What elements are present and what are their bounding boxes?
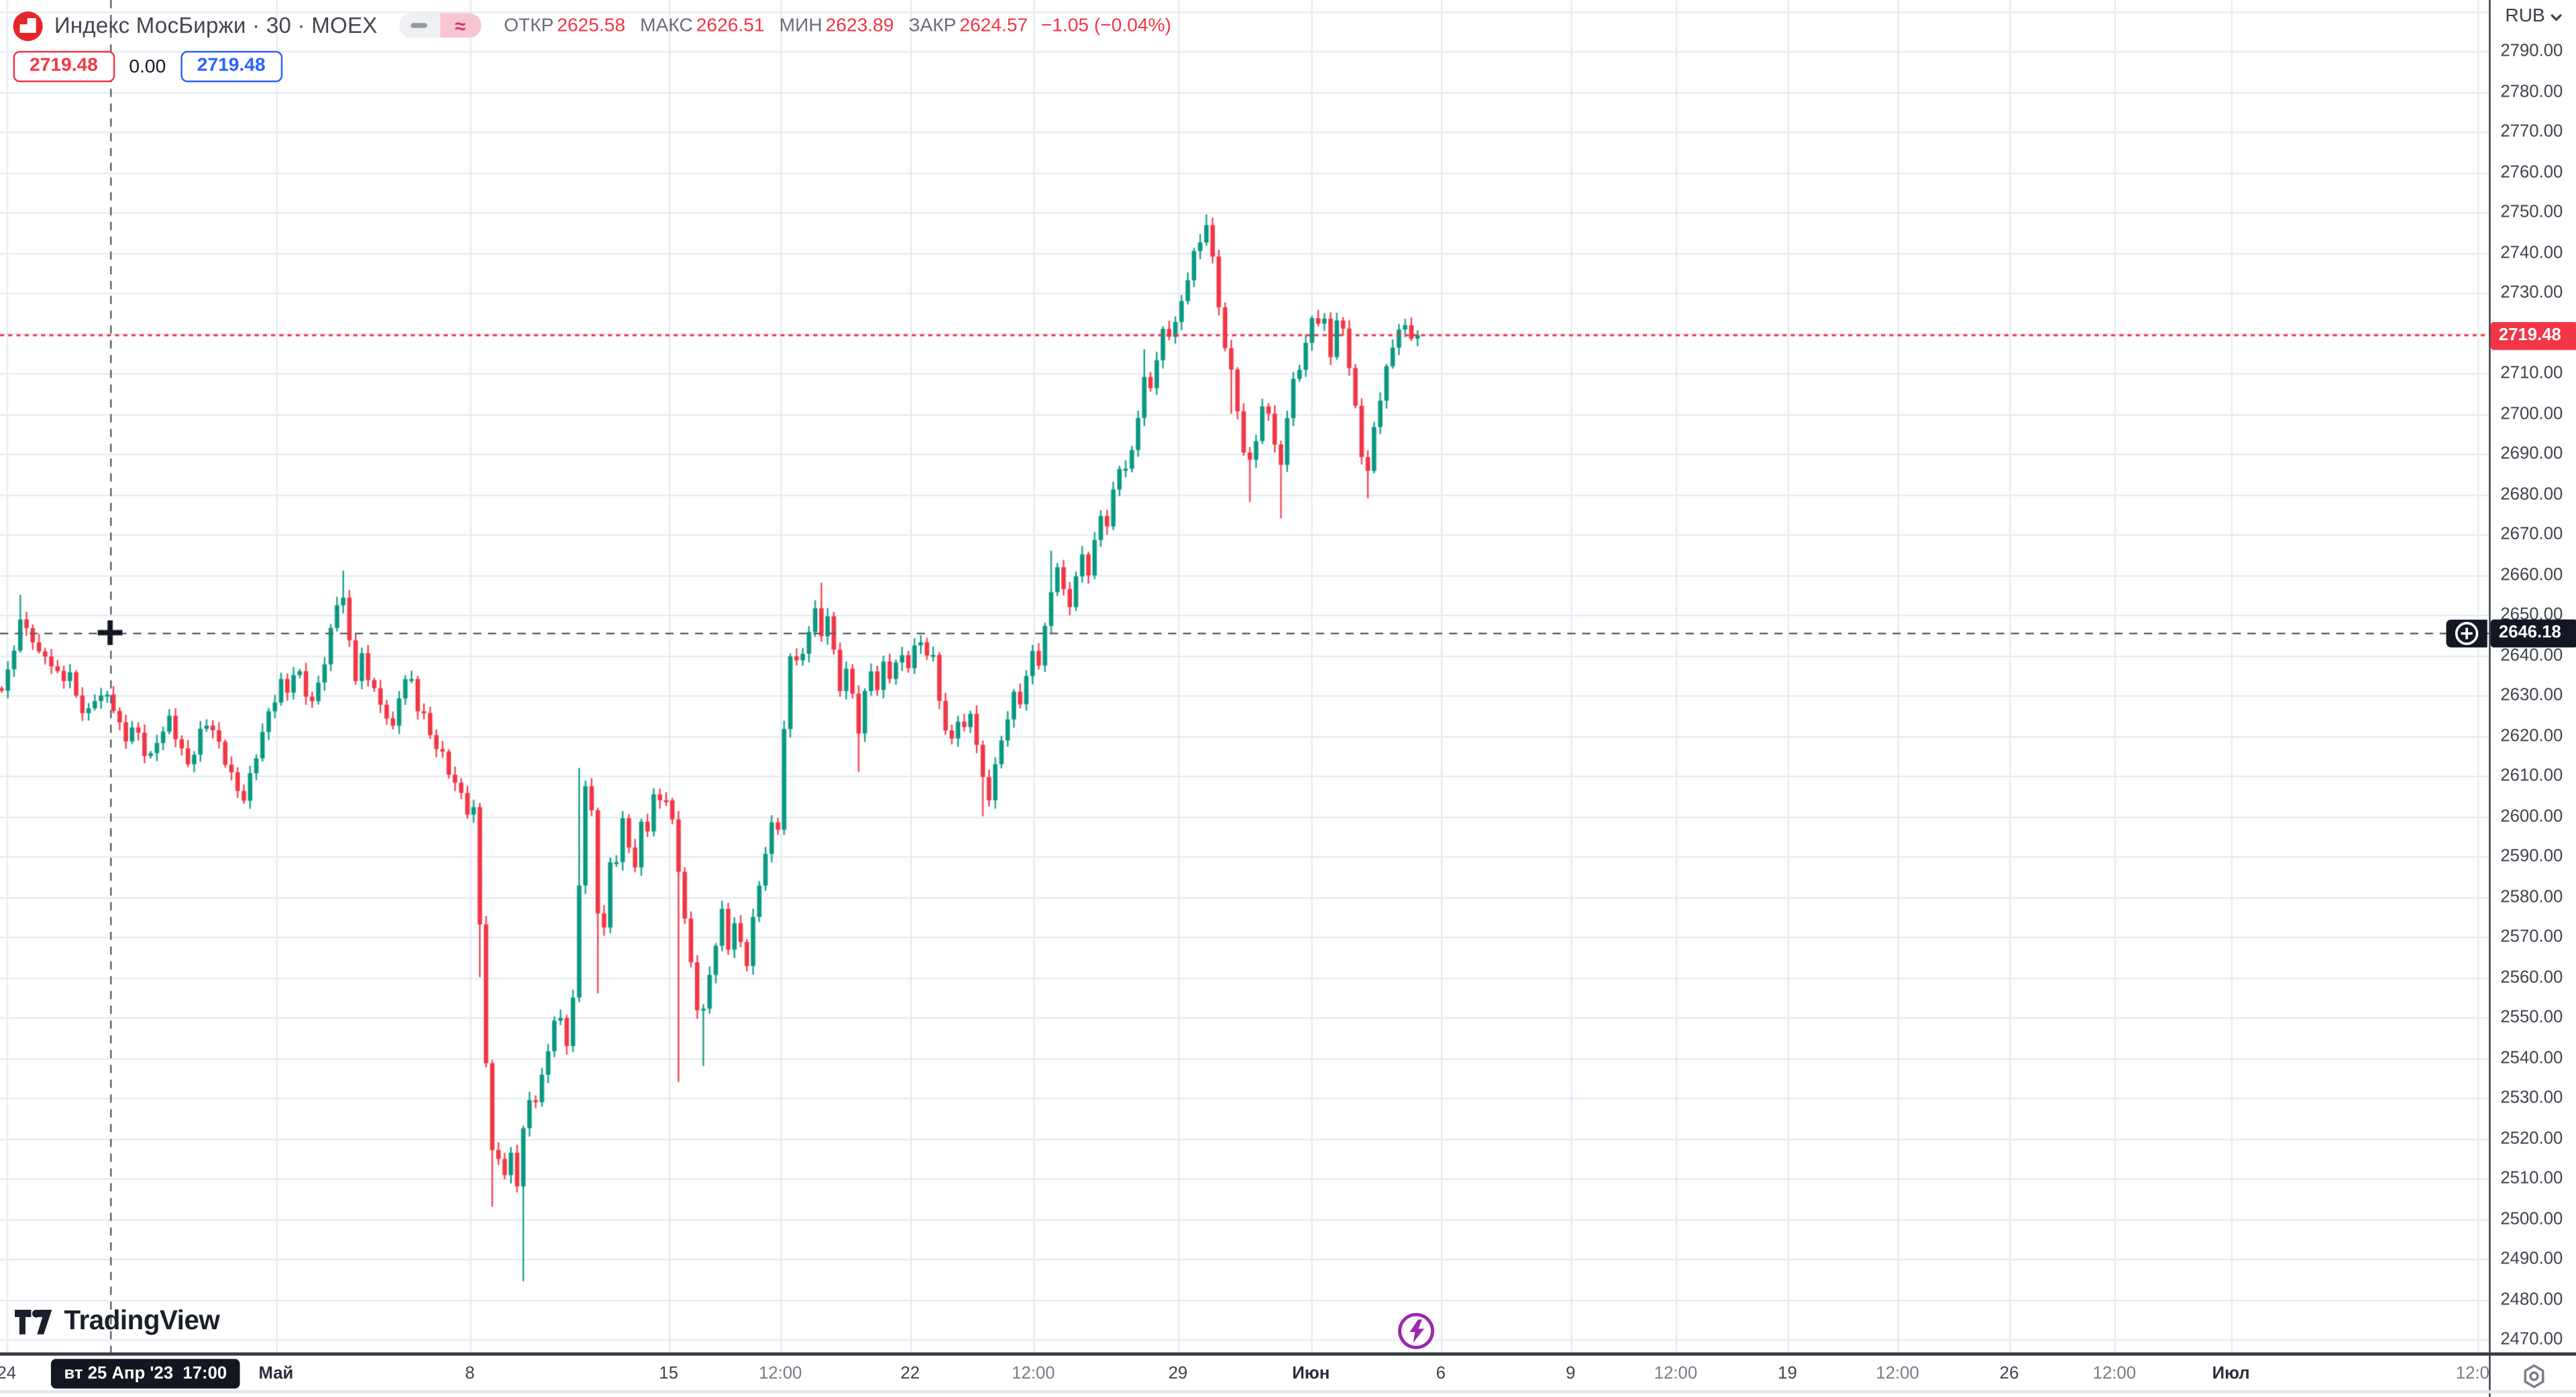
price-axis-label: 2770.00 [2500, 121, 2563, 142]
time-axis-label: 26 [1999, 1363, 2019, 1384]
price-axis-label: 2560.00 [2500, 967, 2563, 988]
spread-value: 0.00 [129, 56, 166, 76]
price-axis-label: 2580.00 [2500, 886, 2563, 907]
open-label: ОТКР [504, 15, 554, 36]
price-axis-label: 2530.00 [2500, 1088, 2563, 1108]
crosshair-date-tooltip: вт 25 Апр '23 17:00 [50, 1359, 240, 1389]
price-axis-label: 2780.00 [2500, 81, 2563, 102]
high-value: 2626.51 [696, 15, 765, 36]
time-axis-label: 9 [1566, 1363, 1576, 1384]
price-axis-label: 2520.00 [2500, 1128, 2563, 1149]
time-axis-label: 24 [0, 1363, 17, 1384]
price-axis-label: 2760.00 [2500, 162, 2563, 183]
high-label: МАКС [640, 15, 693, 36]
time-axis-label: Июн [1292, 1363, 1330, 1384]
ohlc-readout: ОТКР 2625.58 МАКС 2626.51 МИН 2623.89 ЗАКР 2… [504, 15, 1171, 35]
time-axis-label: 29 [1168, 1363, 1188, 1384]
price-axis-label: 2730.00 [2500, 282, 2563, 303]
chart-legend: Индекс МосБиржи · 30 · MOEX ≈ ОТКР 2625.5… [13, 10, 1171, 83]
price-axis-label: 2590.00 [2500, 846, 2563, 867]
price-axis-label: 2570.00 [2500, 927, 2563, 947]
chevron-down-icon [2551, 13, 2563, 21]
chart-pane: Индекс МосБиржи · 30 · MOEX ≈ ОТКР 2625.5… [0, 0, 2489, 1353]
price-axis-label: 2510.00 [2500, 1168, 2563, 1189]
minus-icon [411, 22, 428, 29]
gear-icon [2524, 1364, 2544, 1388]
close-label: ЗАКР [908, 15, 957, 36]
symbol-title[interactable]: Индекс МосБиржи · 30 · MOEX [54, 13, 378, 38]
price-axis-label: 2680.00 [2500, 484, 2563, 505]
crosshair-price-badge: 2646.18 [2490, 619, 2576, 647]
ask-price-box[interactable]: 2719.48 [180, 50, 282, 83]
price-axis-label: 2670.00 [2500, 524, 2563, 545]
legend-row-main: Индекс МосБиржи · 30 · MOEX ≈ ОТКР 2625.5… [13, 10, 1171, 42]
time-axis-label: 15 [659, 1363, 679, 1384]
bar-style-toggle-button[interactable] [398, 13, 440, 38]
candlestick-chart-canvas[interactable] [0, 0, 2489, 1353]
tradingview-logo-icon [15, 1308, 52, 1334]
currency-selector[interactable]: RUB [2491, 7, 2576, 26]
price-axis-label: 2540.00 [2500, 1047, 2563, 1068]
price-axis-label: 2490.00 [2500, 1249, 2563, 1270]
price-axis-label: 2470.00 [2500, 1329, 2563, 1350]
price-axis-label: 2690.00 [2500, 444, 2563, 464]
open-value: 2625.58 [557, 15, 626, 36]
time-axis-label: 12:00 [1012, 1363, 1055, 1384]
price-axis-label: 2630.00 [2500, 685, 2563, 706]
axis-settings-corner[interactable] [2489, 1352, 2576, 1397]
circled-plus-icon [2455, 621, 2479, 645]
currency-label: RUB [2505, 6, 2545, 27]
time-axis-label: 12:00 [2092, 1363, 2137, 1384]
price-axis-label: 2620.00 [2500, 725, 2563, 746]
price-axis-label: 2700.00 [2500, 403, 2563, 424]
price-axis-label: 2610.00 [2500, 766, 2563, 786]
time-axis-label: 6 [1436, 1363, 1446, 1384]
time-axis-label: 19 [1778, 1363, 1797, 1384]
legend-row-prices: 2719.48 0.00 2719.48 [13, 50, 1171, 83]
time-axis-label: 12:00 [1654, 1363, 1698, 1384]
price-axis-label: 2550.00 [2500, 1007, 2563, 1028]
price-axis[interactable]: RUB 2790.00 2780.00 2770.00 2760.00 2750.00 2… [2489, 0, 2576, 1353]
close-value: 2624.57 [959, 15, 1028, 36]
low-value: 2623.89 [825, 15, 894, 36]
price-axis-label: 2710.00 [2500, 363, 2563, 384]
time-axis-label: 22 [900, 1363, 920, 1384]
time-axis-label: 12:00 [1876, 1363, 1919, 1384]
change-value: −1.05 (−0.04%) [1040, 15, 1171, 36]
lightning-icon [1409, 1319, 1424, 1343]
crosshair-plus-button[interactable] [2446, 619, 2487, 648]
bottom-divider [0, 1390, 2576, 1394]
last-price-badge: 2719.48 [2490, 321, 2576, 350]
legend-toggle-pill: ≈ [398, 13, 481, 38]
price-axis-label: 2480.00 [2500, 1289, 2563, 1310]
time-axis-label: Июл [2212, 1363, 2250, 1384]
time-axis-label: 8 [465, 1363, 475, 1384]
price-axis-label: 2660.00 [2500, 564, 2563, 585]
price-axis-label: 2600.00 [2500, 806, 2563, 827]
price-axis-label: 2500.00 [2500, 1208, 2563, 1229]
time-axis-label: 12:00 [759, 1363, 802, 1384]
price-axis-label: 2640.00 [2500, 645, 2563, 666]
bid-price-box[interactable]: 2719.48 [13, 50, 115, 83]
approx-icon: ≈ [455, 13, 466, 38]
instant-order-button[interactable] [1398, 1312, 1434, 1349]
price-axis-label: 2790.00 [2500, 41, 2563, 62]
moex-flag-glyph [19, 17, 36, 33]
tradingview-logo-text: TradingView [64, 1306, 220, 1337]
tradingview-logo[interactable]: TradingView [15, 1306, 220, 1338]
time-axis-label: Май [258, 1363, 294, 1384]
price-axis-label: 2750.00 [2500, 202, 2563, 223]
price-axis-label: 2740.00 [2500, 242, 2563, 263]
approx-price-toggle-button[interactable]: ≈ [439, 13, 481, 38]
low-label: МИН [779, 15, 822, 36]
time-axis[interactable]: 24 Май 8 15 12:00 22 12:00 29 Июн 6 9 12:00 19 12:00 2… [0, 1352, 2499, 1397]
moex-symbol-logo-icon[interactable] [13, 10, 43, 41]
